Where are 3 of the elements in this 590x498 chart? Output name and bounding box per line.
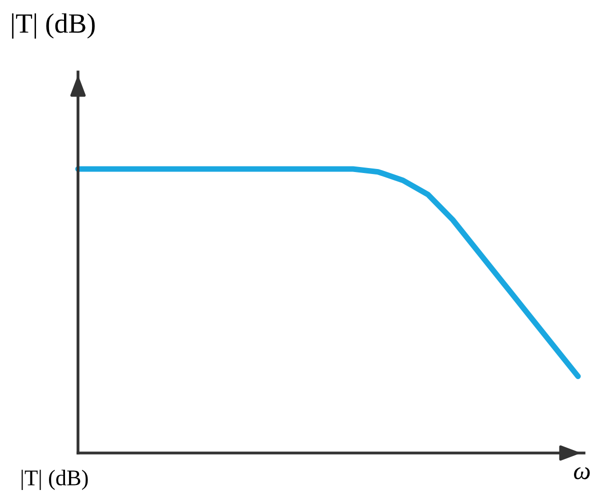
text: |T| (dB) [22,470,88,490]
x-axis-title: ω [574,467,590,480]
y-axis-title: |T| (dB) [12,13,95,39]
